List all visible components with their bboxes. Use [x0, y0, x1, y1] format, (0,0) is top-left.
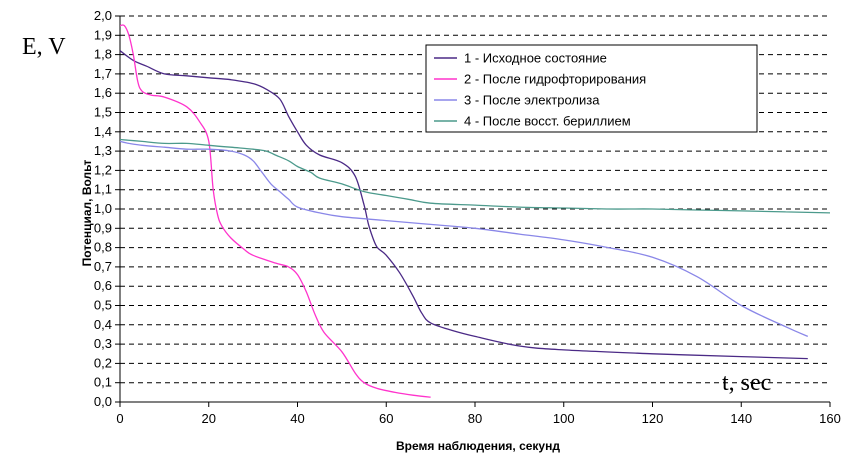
x-tick-label: 80 [468, 411, 482, 426]
axes [119, 16, 830, 403]
y-tick-label: 0,0 [94, 394, 112, 409]
y-tick-label: 1,8 [94, 47, 112, 62]
x-tick-label: 40 [290, 411, 304, 426]
y-tick-label: 1,7 [94, 66, 112, 81]
series-line-1 [119, 50, 808, 360]
y-tick-label: 0,9 [94, 220, 112, 235]
y-tick-label: 0,2 [94, 355, 112, 370]
y-tick-label: 0,6 [94, 278, 112, 293]
x-annotation-label: t, sec [722, 370, 771, 396]
legend-label-3: 3 - После электролиза [464, 93, 600, 108]
legend-box [425, 44, 758, 133]
y-tick-label: 0,5 [94, 298, 112, 313]
x-tick-label: 60 [379, 411, 393, 426]
x-tick-label: 0 [116, 411, 123, 426]
x-tick-label: 140 [730, 411, 752, 426]
series-line-3 [119, 140, 809, 337]
y-axis-title: Потенциал, Вольт [80, 160, 94, 267]
y-tick-label: 2,0 [94, 8, 112, 23]
series-lines [119, 24, 831, 398]
y-tick-label: 0,7 [94, 259, 112, 274]
y-tick-label: 1,1 [94, 182, 112, 197]
x-tick-label: 160 [819, 411, 841, 426]
y-tick-label: 0,4 [94, 317, 112, 332]
x-tick-label: 100 [553, 411, 575, 426]
x-axis-title: Время наблюдения, секунд [396, 439, 560, 453]
y-tick-label: 0,3 [94, 336, 112, 351]
y-tick-label: 0,8 [94, 240, 112, 255]
y-tick-label: 1,3 [94, 143, 112, 158]
legend-label-2: 2 - После гидрофторирования [464, 72, 646, 87]
x-tick-label: 20 [202, 411, 216, 426]
y-tick-label: 1,9 [94, 27, 112, 42]
y-tick-label: 1,6 [94, 85, 112, 100]
y-tick-label: 1,0 [94, 201, 112, 216]
x-tick-label: 120 [642, 411, 664, 426]
y-annotation-label: E, V [22, 34, 66, 60]
legend-label-4: 4 - После восст. бериллием [464, 114, 631, 129]
legend: 1 - Исходное состояние 2 - После гидрофто… [425, 44, 758, 133]
series-line-4 [119, 138, 831, 214]
x-tick-labels: 0 20 40 60 80 100 120 140 160 [116, 411, 840, 426]
y-tick-label: 0,1 [94, 375, 112, 390]
y-tick-label: 1,4 [94, 124, 112, 139]
y-tick-label: 1,2 [94, 162, 112, 177]
y-tick-labels: 0,0 0,1 0,2 0,3 0,4 0,5 0,6 0,7 0,8 0,9 1,0 1,1 1,2 1… [94, 8, 112, 409]
series-line-2 [119, 24, 431, 398]
legend-label-1: 1 - Исходное состояние [464, 51, 607, 66]
y-tick-label: 1,5 [94, 105, 112, 120]
